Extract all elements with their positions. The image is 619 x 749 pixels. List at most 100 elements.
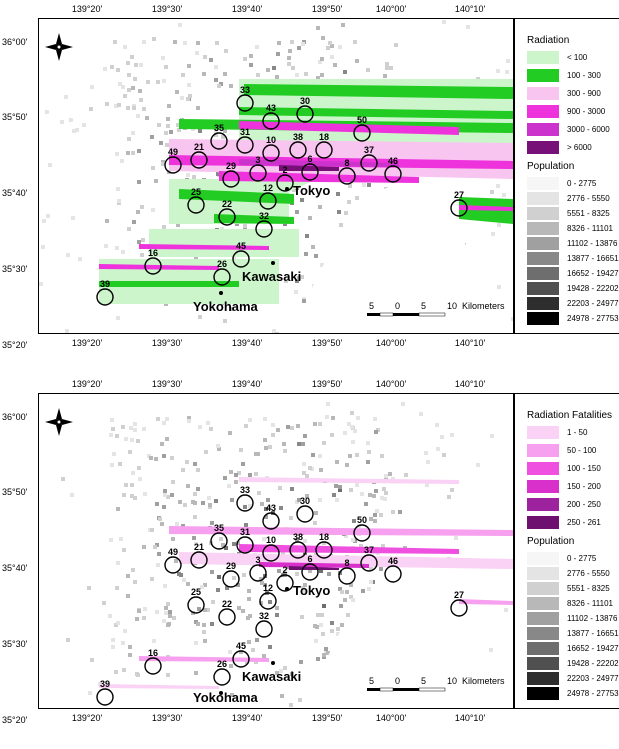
site-label: 12 — [263, 183, 273, 193]
site-label: 26 — [217, 259, 227, 269]
population-swatch — [527, 297, 559, 310]
population-cell — [123, 45, 127, 49]
site-circle — [276, 174, 294, 192]
population-cell — [301, 586, 305, 590]
site-marker: 2 — [276, 565, 294, 592]
site-label: 22 — [222, 199, 232, 209]
legend-label: 100 - 150 — [567, 464, 601, 473]
population-cell — [149, 456, 153, 460]
population-cell — [65, 329, 69, 333]
x-tick: 139°30' — [151, 713, 183, 723]
population-cell — [241, 462, 245, 466]
population-cell — [264, 446, 268, 450]
population-cell — [143, 492, 147, 496]
site-circle — [222, 170, 240, 188]
radiation-map[interactable]: 33 30 43 50 35 31 38 18 10 49 21 37 29 3 2 6 8 46 25 12 27 22… — [38, 18, 514, 334]
site-circle — [236, 494, 254, 512]
population-label: 0 - 2775 — [567, 179, 597, 188]
population-cell — [171, 537, 175, 541]
legend-swatch — [527, 462, 559, 475]
population-cell — [350, 411, 354, 415]
population-cell — [133, 428, 137, 432]
population-cell — [113, 40, 117, 44]
population-cell — [142, 427, 146, 431]
population-cell — [318, 205, 322, 209]
population-cell — [161, 56, 165, 60]
site-marker: 46 — [384, 156, 402, 183]
population-cell — [165, 437, 169, 441]
population-cell — [135, 672, 139, 676]
population-cell — [353, 429, 357, 433]
population-cell — [214, 65, 218, 69]
population-cell — [372, 494, 376, 498]
site-marker: 38 — [289, 132, 307, 159]
population-cell — [214, 129, 218, 133]
site-circle — [187, 596, 205, 614]
site-circle — [96, 688, 114, 706]
population-cell — [131, 86, 135, 90]
fatality-streak — [289, 566, 339, 570]
population-cell — [347, 422, 351, 426]
population-cell — [207, 496, 211, 500]
city-dot — [219, 691, 223, 695]
population-cell — [46, 214, 50, 218]
population-cell — [90, 658, 94, 662]
x-tick: 139°30' — [151, 379, 183, 389]
population-cell — [224, 546, 228, 550]
fatalities-map[interactable]: 33 30 43 50 35 31 38 18 10 49 21 37 29 3 2 6 8 46 25 12 27 22… — [38, 393, 514, 709]
scale-label: 10 — [447, 676, 457, 686]
population-cell — [158, 517, 162, 521]
population-cell — [135, 617, 139, 621]
population-cell — [214, 499, 218, 503]
plume-magenta — [239, 121, 459, 135]
legend-swatch — [527, 426, 559, 439]
population-cell — [210, 570, 214, 574]
population-cell — [154, 179, 158, 183]
fatality-streak — [459, 599, 513, 605]
population-swatch — [527, 672, 559, 685]
site-marker: 22 — [218, 599, 236, 626]
population-cell — [368, 493, 372, 497]
population-cell — [137, 240, 141, 244]
population-cell — [313, 521, 317, 525]
site-circle — [338, 167, 356, 185]
population-cell — [353, 40, 357, 44]
population-cell — [228, 431, 232, 435]
population-cell — [318, 498, 322, 502]
population-cell — [369, 517, 373, 521]
population-cell — [206, 608, 210, 612]
population-cell — [335, 460, 339, 464]
population-cell — [215, 41, 219, 45]
y-tick: 35°40' — [2, 188, 28, 198]
population-cell — [239, 650, 243, 654]
population-cell — [137, 149, 141, 153]
population-cell — [206, 421, 210, 425]
population-cell — [223, 319, 227, 323]
y-tick: 35°50' — [2, 487, 28, 497]
population-cell — [349, 595, 353, 599]
site-marker: 30 — [296, 496, 314, 523]
population-cell — [263, 438, 267, 442]
population-cell — [87, 586, 91, 590]
population-cell — [133, 77, 137, 81]
population-cell — [271, 433, 275, 437]
population-cell — [196, 106, 200, 110]
population-cell — [320, 57, 324, 61]
population-cell — [223, 72, 227, 76]
population-cell — [303, 539, 307, 543]
site-circle — [218, 608, 236, 626]
fatality-streak — [239, 544, 459, 554]
population-cell — [349, 488, 353, 492]
fatality-streak — [99, 684, 219, 689]
population-cell — [232, 576, 236, 580]
population-cell — [292, 188, 296, 192]
population-cell — [362, 183, 366, 187]
population-cell — [255, 638, 259, 642]
population-cell — [338, 488, 342, 492]
population-cell — [290, 40, 294, 44]
fatality-streak — [169, 526, 513, 536]
population-cell — [214, 78, 218, 82]
site-label: 43 — [266, 103, 276, 113]
population-cell — [300, 275, 304, 279]
population-cell — [333, 63, 337, 67]
